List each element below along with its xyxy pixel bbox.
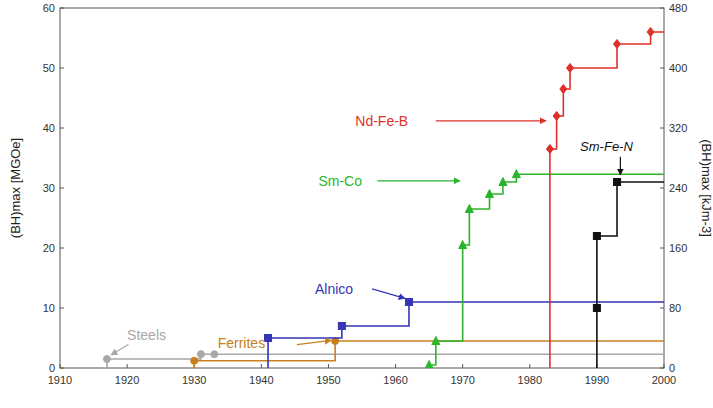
series-label: Sm-Fe-N xyxy=(580,139,633,154)
label-arrow xyxy=(111,345,128,355)
series-label: Alnico xyxy=(315,281,353,297)
x-tick-label: 1970 xyxy=(450,374,474,386)
x-tick xyxy=(127,364,128,368)
x-tick xyxy=(328,364,329,368)
y2-tick xyxy=(660,188,664,189)
plot-area xyxy=(103,28,664,369)
y2-axis-label: (BH)max [kJm-3] xyxy=(699,139,713,237)
label-arrow xyxy=(297,340,331,344)
y2-tick-label: 240 xyxy=(669,182,687,194)
y-tick xyxy=(60,68,64,69)
label-arrow xyxy=(377,180,460,181)
y-tick xyxy=(60,248,64,249)
data-point xyxy=(593,233,600,240)
label-arrow xyxy=(436,120,546,121)
chart: 1910192019301940195019601970198019902000… xyxy=(0,0,713,408)
series-label: Sm-Co xyxy=(318,173,362,189)
series-label: Ferrites xyxy=(218,335,265,351)
data-point xyxy=(459,241,467,249)
y-tick-label: 20 xyxy=(43,242,55,254)
y2-tick-label: 80 xyxy=(669,302,681,314)
x-tick xyxy=(261,364,262,368)
x-tick-label: 2000 xyxy=(652,374,676,386)
x-tick-label: 1980 xyxy=(518,374,542,386)
data-point xyxy=(425,361,433,369)
data-point xyxy=(432,337,440,345)
y-tick-label: 30 xyxy=(43,182,55,194)
data-point xyxy=(265,335,272,342)
data-point xyxy=(191,357,198,364)
data-point xyxy=(553,112,560,121)
y2-tick xyxy=(660,8,664,9)
y2-tick-label: 400 xyxy=(669,62,687,74)
y2-tick xyxy=(660,68,664,69)
y-tick xyxy=(60,8,64,9)
data-point xyxy=(614,40,621,49)
data-point xyxy=(560,85,567,94)
series-line xyxy=(429,174,664,368)
y2-tick-label: 160 xyxy=(669,242,687,254)
data-point xyxy=(211,351,218,358)
y2-tick-label: 0 xyxy=(669,362,675,374)
data-point xyxy=(197,351,204,358)
y-tick-label: 10 xyxy=(43,302,55,314)
series-line xyxy=(107,354,664,368)
y-tick xyxy=(60,368,64,369)
data-point xyxy=(614,179,621,186)
y-tick xyxy=(60,308,64,309)
y-tick-label: 0 xyxy=(49,362,55,374)
data-point xyxy=(567,64,574,73)
data-point xyxy=(593,305,600,312)
x-tick-label: 1940 xyxy=(249,374,273,386)
x-tick xyxy=(395,364,396,368)
series-line xyxy=(597,182,664,368)
y2-tick xyxy=(660,248,664,249)
data-point xyxy=(499,178,507,186)
label-arrow xyxy=(372,289,405,299)
series-line xyxy=(550,32,664,368)
x-tick-label: 1930 xyxy=(182,374,206,386)
series-line xyxy=(268,302,664,368)
y-tick xyxy=(60,188,64,189)
data-point xyxy=(647,28,654,37)
x-tick xyxy=(462,364,463,368)
plot-frame xyxy=(60,8,664,368)
data-point xyxy=(338,323,345,330)
label-arrow xyxy=(620,157,621,175)
series-label: Nd-Fe-B xyxy=(355,113,408,129)
y2-tick-label: 480 xyxy=(669,2,687,14)
y2-tick xyxy=(660,308,664,309)
x-tick-label: 1990 xyxy=(585,374,609,386)
x-tick xyxy=(664,364,665,368)
x-tick-label: 1920 xyxy=(115,374,139,386)
x-tick xyxy=(60,364,61,368)
y-tick xyxy=(60,128,64,129)
data-point xyxy=(103,356,110,363)
x-tick-label: 1910 xyxy=(48,374,72,386)
y-axis-label: (BH)max [MGOe] xyxy=(8,138,23,238)
data-point xyxy=(465,205,473,213)
data-point xyxy=(546,145,553,154)
data-point xyxy=(405,299,412,306)
data-point xyxy=(512,170,520,178)
y-tick-label: 40 xyxy=(43,122,55,134)
x-tick-label: 1960 xyxy=(383,374,407,386)
series-label: Steels xyxy=(127,327,166,343)
y-tick-label: 50 xyxy=(43,62,55,74)
x-tick xyxy=(529,364,530,368)
y2-tick xyxy=(660,368,664,369)
y-tick-label: 60 xyxy=(43,2,55,14)
y2-tick xyxy=(660,128,664,129)
data-point xyxy=(486,190,494,198)
y2-tick-label: 320 xyxy=(669,122,687,134)
x-tick-label: 1950 xyxy=(316,374,340,386)
